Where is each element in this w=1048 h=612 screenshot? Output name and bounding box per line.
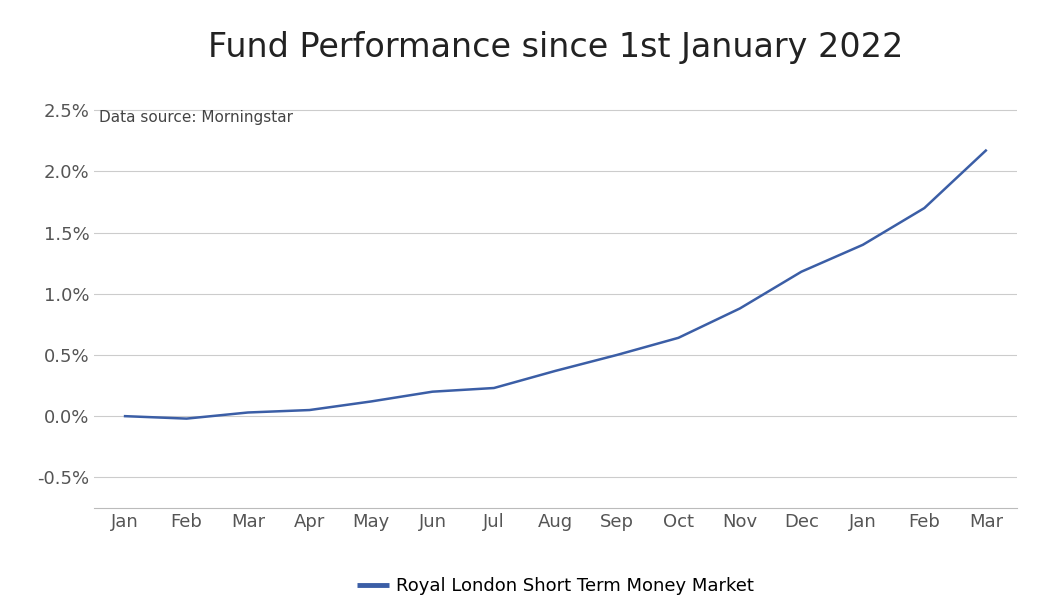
- Royal London Short Term Money Market: [734, 305, 746, 312]
- Royal London Short Term Money Market: [918, 204, 931, 212]
- Royal London Short Term Money Market: [672, 334, 684, 341]
- Royal London Short Term Money Market: [242, 409, 255, 416]
- Royal London Short Term Money Market: [303, 406, 315, 414]
- Royal London Short Term Money Market: [180, 415, 193, 422]
- Royal London Short Term Money Market: [856, 241, 869, 248]
- Text: Data source: Morningstar: Data source: Morningstar: [99, 110, 293, 125]
- Legend: Royal London Short Term Money Market: Royal London Short Term Money Market: [356, 577, 755, 595]
- Royal London Short Term Money Market: [611, 351, 624, 359]
- Royal London Short Term Money Market: [549, 367, 562, 375]
- Line: Royal London Short Term Money Market: Royal London Short Term Money Market: [125, 151, 986, 419]
- Royal London Short Term Money Market: [795, 268, 808, 275]
- Title: Fund Performance since 1st January 2022: Fund Performance since 1st January 2022: [208, 31, 903, 64]
- Royal London Short Term Money Market: [487, 384, 500, 392]
- Royal London Short Term Money Market: [980, 147, 992, 154]
- Royal London Short Term Money Market: [427, 388, 439, 395]
- Royal London Short Term Money Market: [365, 398, 377, 405]
- Royal London Short Term Money Market: [118, 412, 131, 420]
